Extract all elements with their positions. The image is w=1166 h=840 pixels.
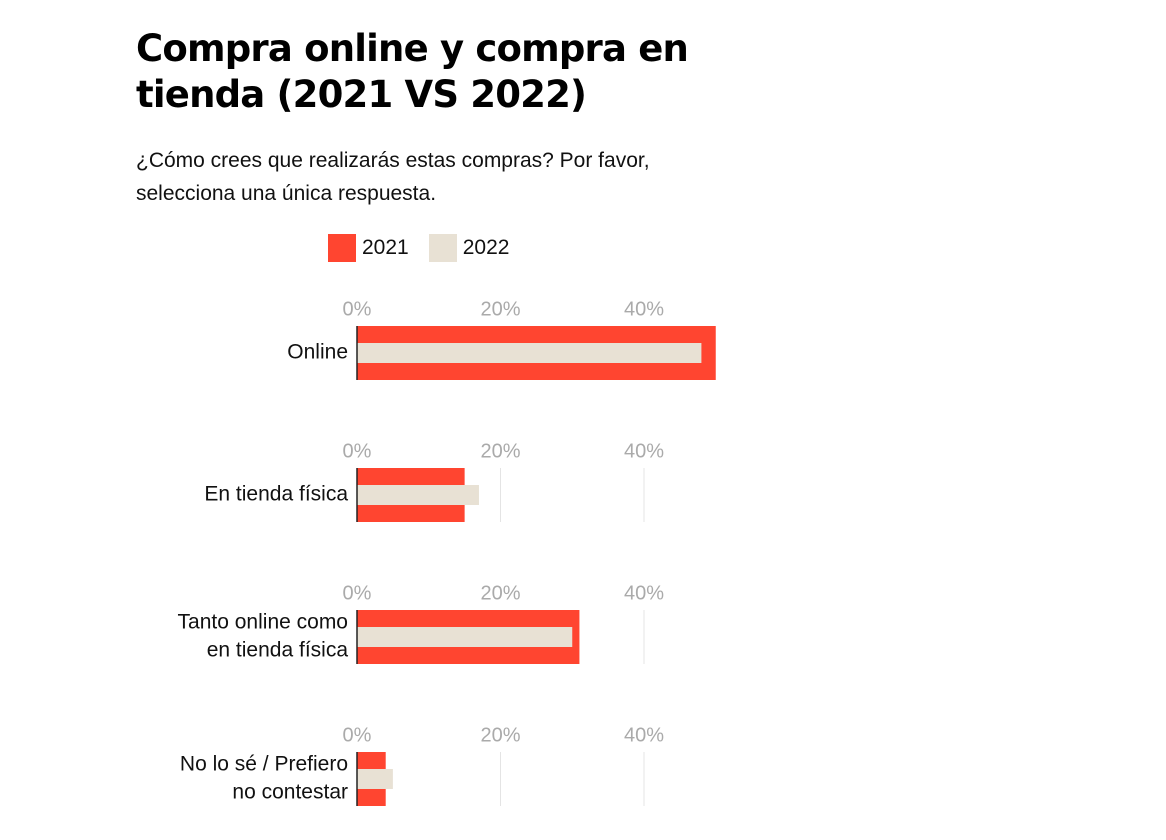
legend-label-2022: 2022 [462, 236, 510, 259]
panel-2: 0% 20% 40% Tanto online como en tienda físic… [178, 582, 664, 664]
legend-item-2022: 2022 [428, 234, 510, 262]
category-label: Tanto online como en tienda física [178, 611, 349, 662]
panel-1: 0% 20% 40% En tienda física [204, 440, 664, 522]
x-tick-label: 20% [480, 298, 520, 320]
legend-swatch-2021 [328, 234, 356, 262]
panel-0: 0% 20% 40% Online [287, 298, 716, 380]
category-label-line: Online [287, 341, 348, 364]
x-tick-label: 0% [343, 298, 372, 320]
x-tick-label: 40% [624, 582, 664, 604]
category-label-line: En tienda física [204, 483, 348, 506]
legend-label-2021: 2021 [362, 236, 409, 259]
x-tick-label: 20% [480, 440, 520, 462]
x-tick-label: 0% [343, 440, 372, 462]
category-label: En tienda física [204, 483, 348, 506]
category-label-line: no contestar [232, 781, 348, 804]
legend-item-2021: 2021 [328, 234, 409, 262]
category-label-line: en tienda física [207, 639, 349, 662]
chart-subtitle: ¿Cómo crees que realizarás estas compras… [136, 149, 650, 205]
x-tick-label: 40% [624, 298, 664, 320]
category-label: Online [287, 341, 348, 364]
bar-2022 [357, 627, 573, 647]
x-tick-label: 0% [343, 724, 372, 746]
bar-2022 [357, 485, 479, 505]
x-tick-label: 20% [480, 724, 520, 746]
x-tick-label: 40% [624, 724, 664, 746]
legend-swatch-2022 [428, 234, 457, 262]
category-label: No lo sé / Prefiero no contestar [180, 753, 348, 804]
category-label-line: No lo sé / Prefiero [180, 753, 348, 776]
category-label-line: Tanto online como [178, 611, 348, 634]
x-tick-label: 40% [624, 440, 664, 462]
x-tick-label: 0% [343, 582, 372, 604]
bar-2022 [357, 343, 702, 363]
panel-3: 0% 20% 40% No lo sé / Prefiero no contestar [180, 724, 664, 806]
chart-legend: 2021 2022 [328, 232, 529, 264]
bar-2022 [357, 769, 393, 789]
x-tick-label: 20% [480, 582, 520, 604]
chart-title: Compra online y compra en tienda (2021 V… [136, 27, 689, 116]
